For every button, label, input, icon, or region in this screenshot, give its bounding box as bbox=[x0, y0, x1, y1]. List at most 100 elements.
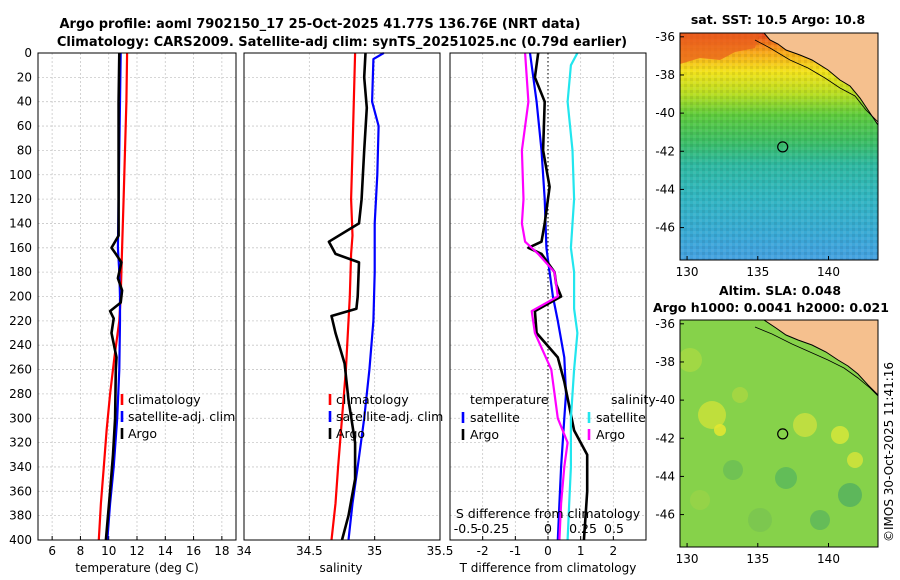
x-tick-label-3: 12 bbox=[129, 544, 144, 558]
s-tick-label-1: -0.25 bbox=[477, 521, 509, 536]
y-tick-label-18: 360 bbox=[9, 484, 32, 498]
title-line-1: Argo profile: aoml 7902150_17 25-Oct-202… bbox=[60, 17, 581, 32]
y-tick-label-15: 300 bbox=[9, 411, 32, 425]
sla-y-tick-0: -36 bbox=[655, 317, 675, 331]
x-tick-label-6: 18 bbox=[214, 544, 229, 558]
sla-x-tick-0: 130 bbox=[676, 552, 699, 566]
legend-left-label-1: Argo bbox=[470, 427, 499, 442]
y-tick-label-11: 220 bbox=[9, 314, 32, 328]
x-tick-label-0: 34 bbox=[236, 544, 251, 558]
y-tick-label-0: 0 bbox=[24, 46, 32, 60]
s-difference-label: S difference from climatology bbox=[456, 506, 641, 521]
s-tick-label-4: 0.5 bbox=[604, 521, 624, 536]
s-tick-label-3: 0.25 bbox=[569, 521, 597, 536]
sla-blob-11 bbox=[847, 452, 863, 468]
legend-label-2: Argo bbox=[128, 426, 157, 441]
sla-argo-marker bbox=[777, 428, 789, 440]
y-tick-label-3: 60 bbox=[17, 119, 32, 133]
salinity-panel: 34 34.5 35 35.5 climatology satellite-adj. cl… bbox=[236, 52, 453, 558]
legend-label-1: satellite-adj. clim bbox=[336, 409, 443, 424]
x-tick-label-2: 35 bbox=[367, 544, 382, 558]
y-tick-label-12: 240 bbox=[9, 338, 32, 352]
sst-y-tick-3: -42 bbox=[655, 144, 675, 158]
sst-y-tick-4: -44 bbox=[655, 182, 675, 196]
x-tick-label-2: 0 bbox=[544, 544, 552, 558]
legend-salinity-title: salinity bbox=[611, 392, 656, 407]
y-tick-label-20: 400 bbox=[9, 533, 32, 547]
sst-y-tick-0: -36 bbox=[655, 30, 675, 44]
sla-blob-9 bbox=[690, 490, 710, 510]
legend-label-1: satellite-adj. clim bbox=[128, 409, 235, 424]
sla-y-tick-4: -44 bbox=[655, 469, 675, 483]
legend-right-label-0: satellite bbox=[596, 410, 646, 425]
series-s-argo bbox=[520, 52, 569, 541]
y-tick-label-14: 280 bbox=[9, 387, 32, 401]
x-tick-label-0: 6 bbox=[48, 544, 56, 558]
sla-blob-6 bbox=[838, 483, 862, 507]
y-tick-label-8: 160 bbox=[9, 241, 32, 255]
sla-blob-7 bbox=[748, 508, 772, 532]
y-tick-label-10: 200 bbox=[9, 290, 32, 304]
x-tick-label-1: 34.5 bbox=[296, 544, 323, 558]
y-tick-label-13: 260 bbox=[9, 363, 32, 377]
y-tick-label-16: 320 bbox=[9, 436, 32, 450]
sst-argo-marker bbox=[777, 141, 789, 153]
legend-label-0: climatology bbox=[336, 392, 409, 407]
sla-y-tick-5: -46 bbox=[655, 508, 675, 522]
legend-label-2: Argo bbox=[336, 426, 365, 441]
s-tick-label-2: 0 bbox=[544, 521, 552, 536]
sla-blob-5 bbox=[775, 467, 797, 489]
sst-land bbox=[763, 33, 878, 126]
s-tick-label-0: -0.5 bbox=[454, 521, 478, 536]
difference-xlabel: T difference from climatology bbox=[459, 561, 637, 575]
y-tick-label-19: 380 bbox=[9, 509, 32, 523]
series-satellite-adj-clim bbox=[347, 52, 385, 541]
sla-land bbox=[763, 320, 878, 396]
sla-blob-12 bbox=[714, 424, 726, 436]
sst-y-tick-1: -38 bbox=[655, 68, 675, 82]
map-ticks: 130 135 140 -36 -38 -40 -42 -44 -46 130 135 140 -36 -… bbox=[655, 30, 840, 566]
panel-frame bbox=[243, 52, 441, 541]
sla-map-frame bbox=[679, 319, 879, 548]
sla-x-tick-1: 135 bbox=[746, 552, 769, 566]
series-argo bbox=[327, 52, 369, 541]
sst-warm-patch bbox=[680, 33, 760, 64]
panel-frame bbox=[449, 52, 647, 541]
x-tick-label-1: -1 bbox=[509, 544, 521, 558]
y-tick-label-9: 180 bbox=[9, 265, 32, 279]
legend-left-label-0: satellite bbox=[470, 410, 520, 425]
sla-y-tick-1: -38 bbox=[655, 355, 675, 369]
difference-panel: -2 -1 0 1 2 temperature salinity satellite Argo s… bbox=[449, 52, 656, 558]
legend-temperature-title: temperature bbox=[470, 392, 549, 407]
salinity-xlabel: salinity bbox=[319, 561, 362, 575]
x-tick-label-2: 10 bbox=[101, 544, 116, 558]
x-tick-label-5: 16 bbox=[186, 544, 201, 558]
x-tick-label-0: -2 bbox=[477, 544, 489, 558]
sst-shelf-line bbox=[754, 39, 878, 123]
sla-y-tick-2: -40 bbox=[655, 393, 675, 407]
y-tick-label-2: 40 bbox=[17, 95, 32, 109]
legend-label-0: climatology bbox=[128, 392, 201, 407]
y-tick-label-4: 80 bbox=[17, 143, 32, 157]
sla-x-tick-2: 140 bbox=[817, 552, 840, 566]
sla-blob-2 bbox=[793, 413, 817, 437]
sst-y-tick-2: -40 bbox=[655, 106, 675, 120]
y-tick-label-6: 120 bbox=[9, 192, 32, 206]
sla-y-tick-3: -42 bbox=[655, 431, 675, 445]
series-t-satellite bbox=[528, 52, 568, 541]
sst-map-title: sat. SST: 10.5 Argo: 10.8 bbox=[691, 12, 865, 27]
x-tick-label-3: 1 bbox=[577, 544, 585, 558]
sla-blob-0 bbox=[698, 401, 726, 429]
sst-map-frame bbox=[679, 32, 879, 261]
sla-blob-8 bbox=[810, 510, 830, 530]
y-tick-label-17: 340 bbox=[9, 460, 32, 474]
sla-blob-10 bbox=[732, 387, 748, 403]
y-tick-label-5: 100 bbox=[9, 168, 32, 182]
legend-right-label-1: Argo bbox=[596, 427, 625, 442]
title-line-2: Climatology: CARS2009. Satellite-adj cli… bbox=[57, 35, 627, 50]
sla-shelf-line bbox=[754, 326, 878, 397]
sla-map-title: Altim. SLA: 0.048 bbox=[719, 283, 841, 298]
series-s-satellite bbox=[566, 52, 579, 541]
sla-blob-3 bbox=[831, 426, 849, 444]
